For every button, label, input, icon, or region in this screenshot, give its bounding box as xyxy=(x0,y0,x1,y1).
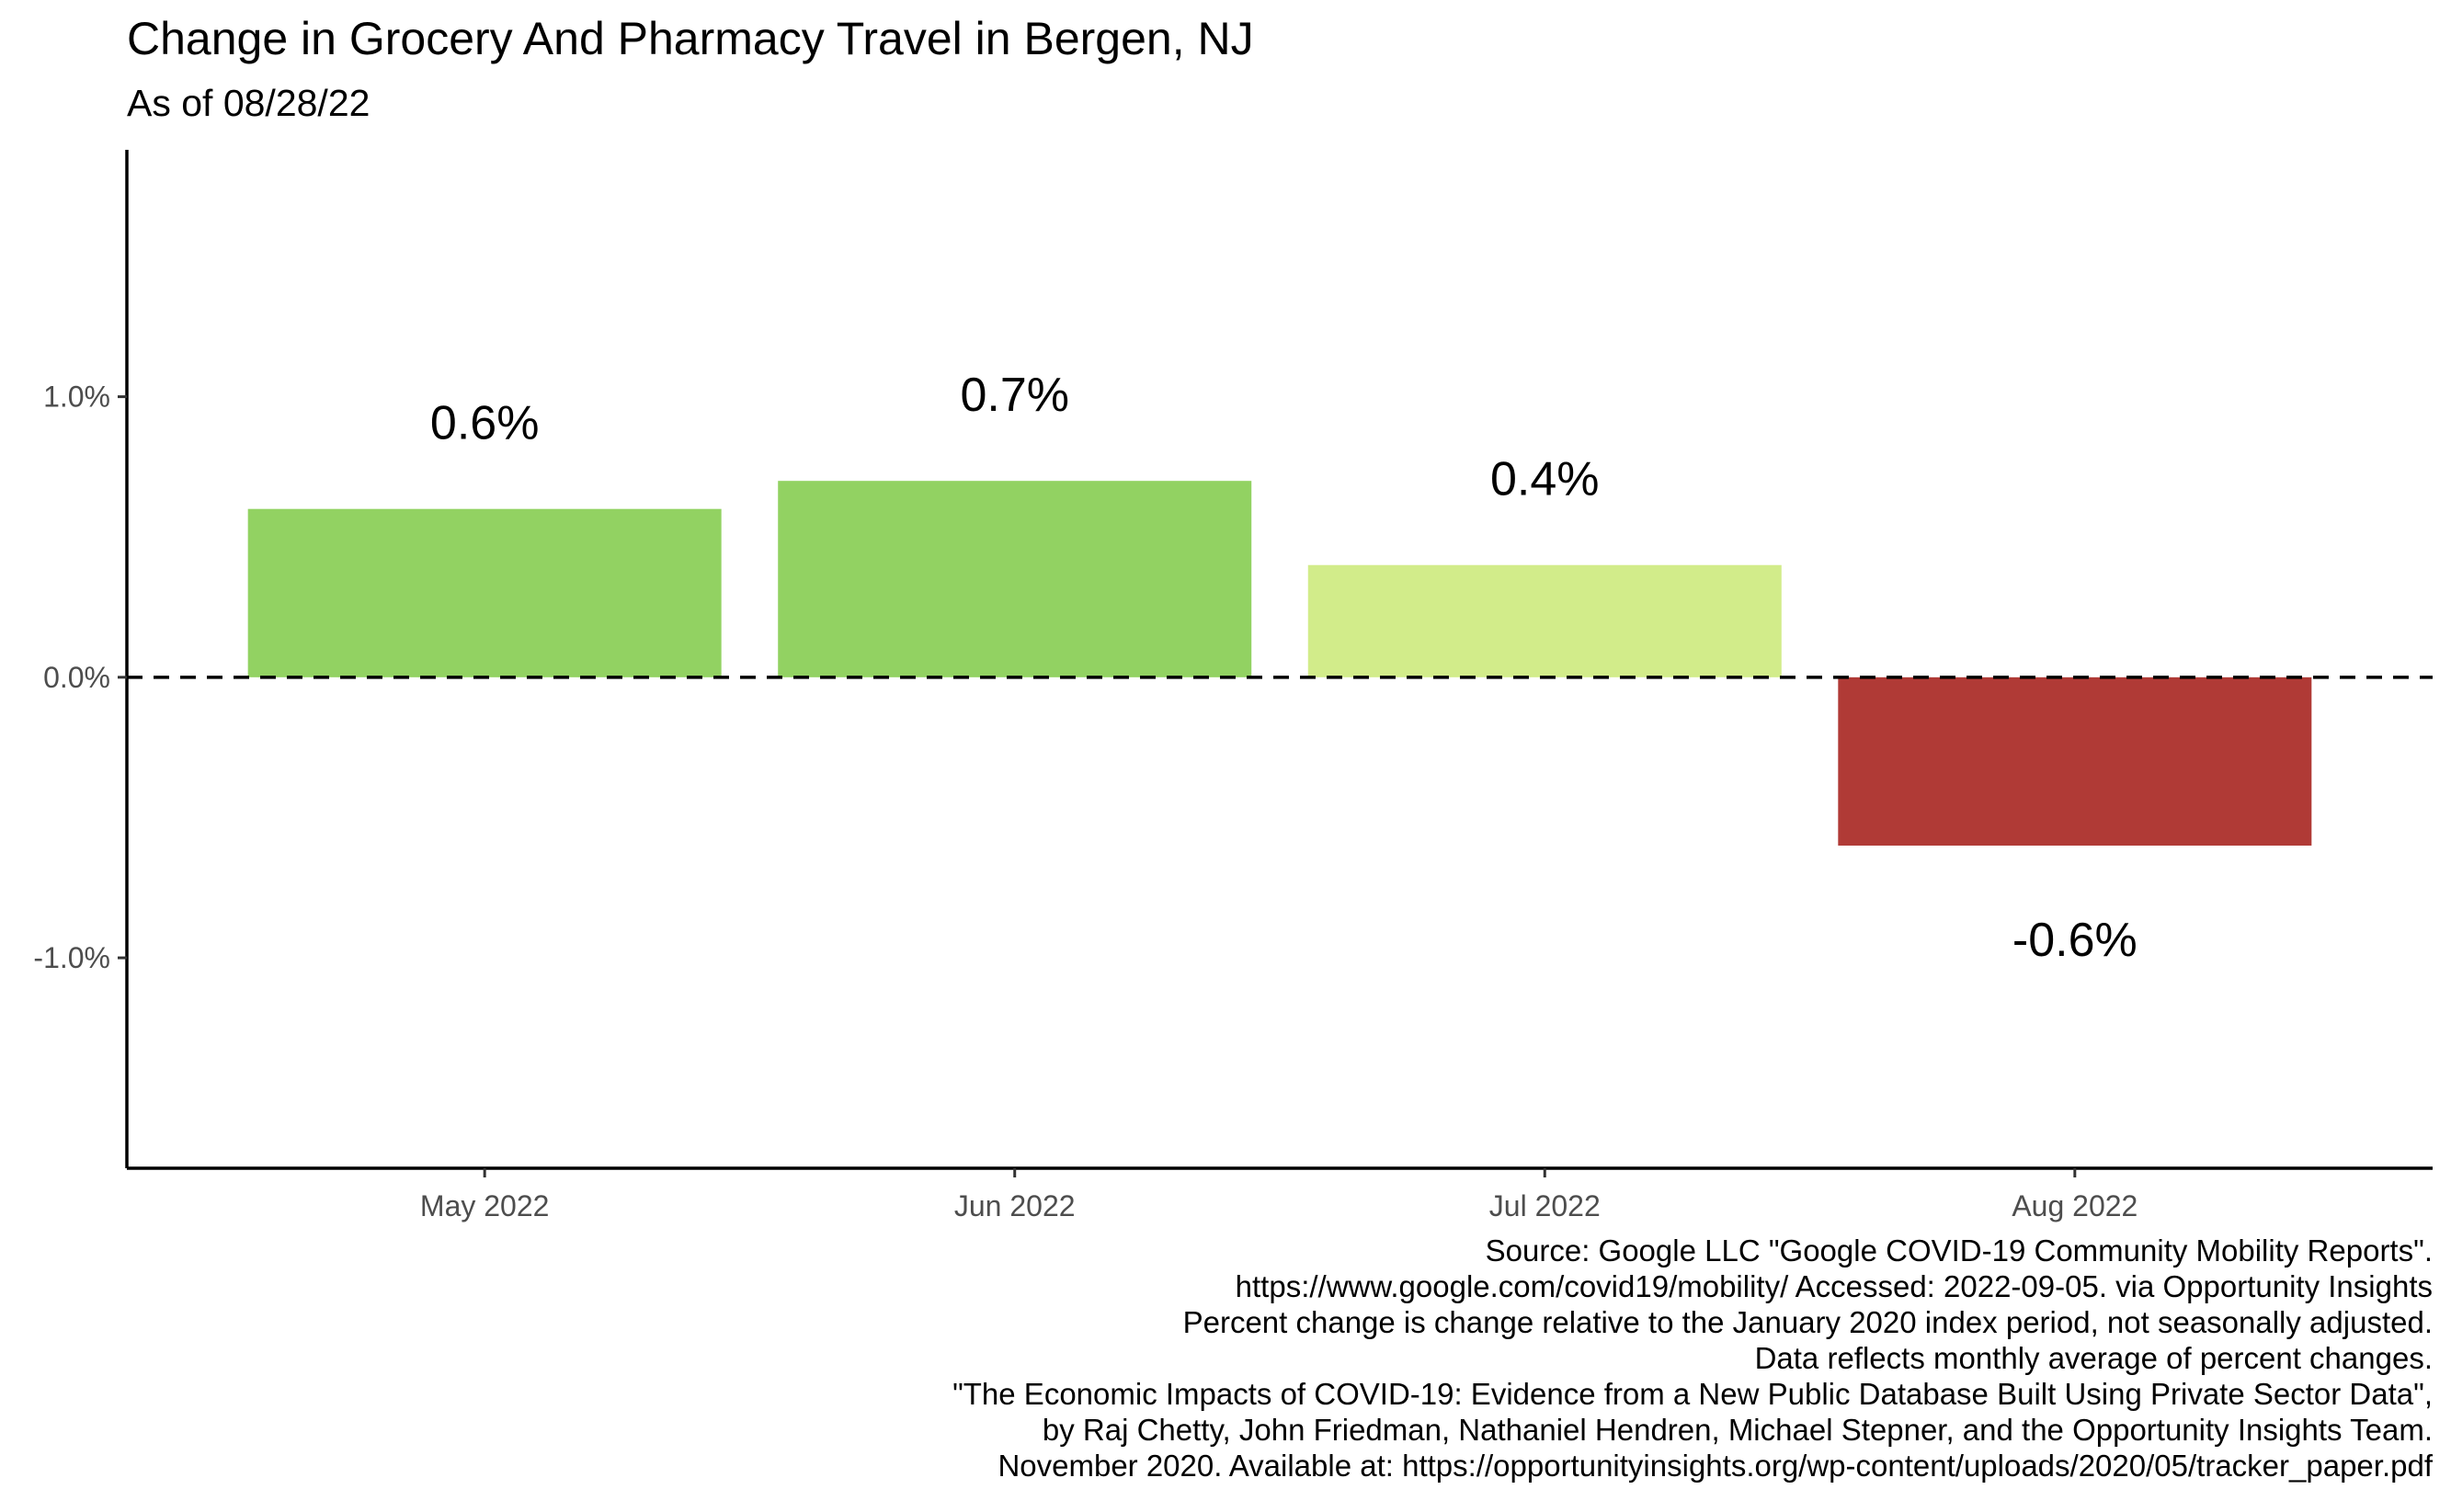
caption-line: Percent change is change relative to the… xyxy=(1182,1305,2433,1339)
caption-line: "The Economic Impacts of COVID-19: Evide… xyxy=(952,1377,2433,1411)
bar xyxy=(247,508,722,677)
y-tick-label: -1.0% xyxy=(33,941,110,974)
x-tick-label: May 2022 xyxy=(420,1189,550,1222)
x-tick-label: Jun 2022 xyxy=(954,1189,1076,1222)
bar xyxy=(1838,676,2312,846)
caption-line: November 2020. Available at: https://opp… xyxy=(998,1449,2433,1483)
caption-line: https://www.google.com/covid19/mobility/… xyxy=(1235,1269,2433,1303)
y-tick-label: 0.0% xyxy=(43,661,110,694)
bar xyxy=(778,481,1252,677)
caption-line: Source: Google LLC "Google COVID-19 Comm… xyxy=(1485,1233,2433,1268)
bar-value-label: 0.4% xyxy=(1490,453,1600,506)
bar-value-label: 0.7% xyxy=(960,369,1069,422)
bar xyxy=(1307,564,1782,677)
chart-subtitle: As of 08/28/22 xyxy=(127,82,370,124)
y-tick-label: 1.0% xyxy=(43,381,110,414)
bar-value-label: -0.6% xyxy=(2012,914,2138,967)
x-tick-label: Jul 2022 xyxy=(1489,1189,1601,1222)
chart-title: Change in Grocery And Pharmacy Travel in… xyxy=(127,13,1254,64)
caption-line: by Raj Chetty, John Friedman, Nathaniel … xyxy=(1042,1413,2433,1447)
caption-line: Data reflects monthly average of percent… xyxy=(1754,1341,2433,1375)
source-caption: Source: Google LLC "Google COVID-19 Comm… xyxy=(952,1233,2433,1484)
x-tick-label: Aug 2022 xyxy=(2012,1189,2138,1222)
bar-value-label: 0.6% xyxy=(430,397,540,450)
